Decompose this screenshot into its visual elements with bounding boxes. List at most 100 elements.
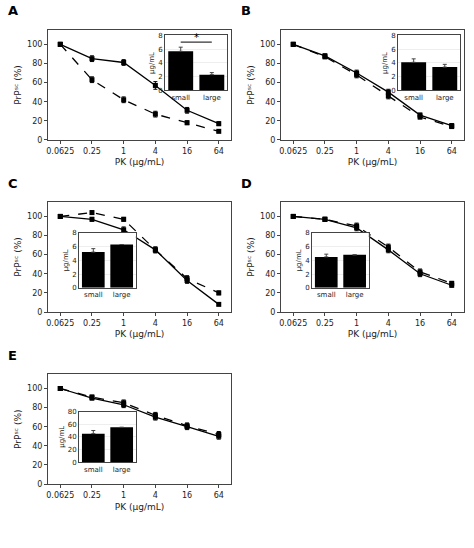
- svg-text:4: 4: [305, 257, 310, 265]
- svg-text:80: 80: [265, 59, 275, 68]
- svg-text:D: D: [241, 176, 252, 191]
- svg-text:μg/mL: μg/mL: [148, 52, 156, 74]
- svg-text:0.0625: 0.0625: [46, 147, 74, 156]
- svg-text:2: 2: [158, 73, 162, 81]
- svg-text:PK (μg/mL): PK (μg/mL): [115, 502, 164, 512]
- svg-text:40: 40: [68, 433, 77, 441]
- svg-text:100: 100: [27, 212, 42, 221]
- svg-text:6: 6: [305, 243, 310, 251]
- svg-text:large: large: [113, 466, 131, 474]
- svg-text:80: 80: [32, 231, 42, 240]
- svg-text:80: 80: [32, 403, 42, 412]
- svg-text:2: 2: [391, 73, 395, 81]
- svg-text:4: 4: [386, 147, 391, 156]
- svg-text:0: 0: [37, 308, 42, 317]
- svg-text:A: A: [8, 3, 18, 18]
- svg-text:0.0625: 0.0625: [46, 491, 74, 500]
- svg-text:4: 4: [153, 319, 158, 328]
- svg-text:6: 6: [391, 46, 396, 54]
- svg-text:16: 16: [415, 147, 425, 156]
- svg-text:40: 40: [32, 270, 42, 279]
- svg-text:80: 80: [68, 408, 77, 416]
- svg-text:0: 0: [305, 284, 309, 292]
- svg-text:PK (μg/mL): PK (μg/mL): [115, 329, 164, 339]
- svg-text:1: 1: [354, 147, 359, 156]
- svg-text:0: 0: [158, 87, 162, 95]
- svg-text:large: large: [346, 291, 364, 299]
- svg-text:6: 6: [72, 243, 77, 251]
- svg-text:2: 2: [305, 271, 309, 279]
- svg-text:0.25: 0.25: [83, 147, 101, 156]
- svg-text:60: 60: [68, 421, 77, 429]
- svg-text:60: 60: [265, 78, 275, 87]
- svg-text:μg/mL: μg/mL: [62, 249, 70, 271]
- svg-text:20: 20: [32, 461, 42, 470]
- svg-text:0.25: 0.25: [83, 319, 101, 328]
- svg-text:0: 0: [37, 480, 42, 489]
- svg-text:64: 64: [214, 491, 224, 500]
- svg-text:PK (μg/mL): PK (μg/mL): [348, 329, 397, 339]
- svg-text:16: 16: [182, 491, 192, 500]
- svg-text:B: B: [241, 3, 251, 18]
- svg-text:8: 8: [305, 229, 309, 237]
- svg-text:0.25: 0.25: [316, 319, 334, 328]
- svg-text:2: 2: [72, 271, 76, 279]
- svg-text:16: 16: [182, 147, 192, 156]
- svg-text:60: 60: [32, 423, 42, 432]
- svg-text:large: large: [113, 291, 131, 299]
- svg-text:8: 8: [391, 32, 395, 40]
- svg-text:20: 20: [32, 117, 42, 126]
- svg-text:PK (μg/mL): PK (μg/mL): [348, 157, 397, 167]
- svg-text:40: 40: [32, 442, 42, 451]
- svg-text:40: 40: [265, 98, 275, 107]
- svg-text:40: 40: [265, 270, 275, 279]
- svg-text:4: 4: [386, 319, 391, 328]
- svg-text:20: 20: [68, 446, 77, 454]
- svg-text:60: 60: [32, 250, 42, 259]
- svg-text:0: 0: [72, 284, 76, 292]
- svg-text:64: 64: [214, 147, 224, 156]
- svg-text:C: C: [8, 176, 18, 191]
- svg-text:0: 0: [72, 459, 76, 467]
- svg-text:small: small: [84, 291, 103, 299]
- svg-text:0: 0: [270, 308, 275, 317]
- svg-text:PrPˢᶜ (%): PrPˢᶜ (%): [13, 409, 23, 449]
- svg-text:16: 16: [182, 319, 192, 328]
- svg-text:PrPˢᶜ (%): PrPˢᶜ (%): [13, 237, 23, 277]
- svg-text:0: 0: [37, 136, 42, 145]
- svg-text:60: 60: [265, 250, 275, 259]
- svg-text:8: 8: [158, 32, 162, 40]
- svg-text:16: 16: [415, 319, 425, 328]
- svg-text:μg/mL: μg/mL: [58, 426, 66, 448]
- svg-text:20: 20: [32, 289, 42, 298]
- svg-text:4: 4: [72, 257, 77, 265]
- svg-text:100: 100: [260, 212, 275, 221]
- svg-text:PrPˢᶜ (%): PrPˢᶜ (%): [246, 65, 256, 105]
- svg-text:0.0625: 0.0625: [279, 319, 307, 328]
- svg-text:1: 1: [354, 319, 359, 328]
- svg-text:4: 4: [158, 59, 163, 67]
- svg-text:64: 64: [214, 319, 224, 328]
- svg-text:4: 4: [153, 147, 158, 156]
- svg-text:4: 4: [391, 59, 396, 67]
- svg-text:0: 0: [391, 87, 395, 95]
- svg-text:E: E: [8, 348, 17, 363]
- svg-text:64: 64: [447, 147, 457, 156]
- svg-text:1: 1: [121, 147, 126, 156]
- svg-text:0: 0: [270, 136, 275, 145]
- svg-text:1: 1: [121, 319, 126, 328]
- svg-text:80: 80: [265, 231, 275, 240]
- svg-text:large: large: [436, 94, 454, 102]
- svg-text:small: small: [404, 94, 423, 102]
- svg-text:80: 80: [32, 59, 42, 68]
- svg-text:PrPˢᶜ (%): PrPˢᶜ (%): [13, 65, 23, 105]
- svg-text:100: 100: [27, 384, 42, 393]
- svg-text:small: small: [171, 94, 190, 102]
- svg-text:0.25: 0.25: [316, 147, 334, 156]
- svg-text:large: large: [203, 94, 221, 102]
- svg-text:0.0625: 0.0625: [46, 319, 74, 328]
- svg-text:small: small: [317, 291, 336, 299]
- svg-text:μg/mL: μg/mL: [295, 249, 303, 271]
- svg-text:64: 64: [447, 319, 457, 328]
- svg-text:0.25: 0.25: [83, 491, 101, 500]
